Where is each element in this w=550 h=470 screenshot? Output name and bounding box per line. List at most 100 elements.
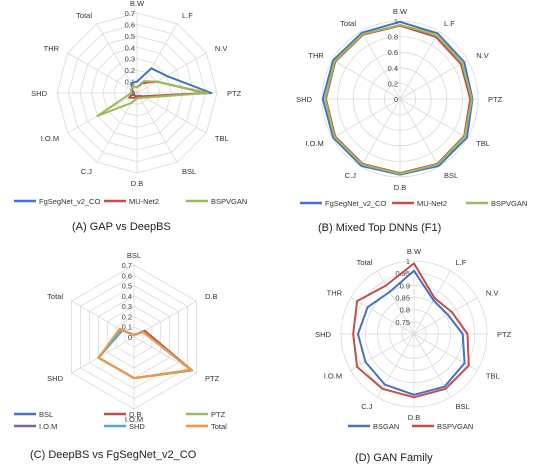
- tick-label: 0.6: [388, 48, 398, 57]
- tick-label: 0.6: [122, 271, 132, 280]
- axis-label: B.W: [407, 247, 422, 256]
- axis-spoke: [399, 59, 468, 100]
- chart-caption: (C) DeepBS vs FgSegNet_v2_CO: [30, 449, 197, 461]
- legend-label: Total: [211, 422, 227, 431]
- legend-label: BSPVGAN: [437, 422, 473, 431]
- axis-label: Total: [47, 292, 63, 301]
- legend-label: BSPVGAN: [491, 199, 527, 208]
- axis-label: SHD: [47, 374, 63, 383]
- axis-label: I.O.M: [125, 415, 143, 424]
- tick-label: 0.95: [395, 269, 410, 278]
- axis-label: L.F: [444, 19, 455, 28]
- legend-label: MU-Net2: [417, 199, 447, 208]
- chart-caption: (D) GAN Family: [355, 452, 433, 464]
- axis-label: BSL: [456, 402, 470, 411]
- axis-label: TBL: [476, 139, 490, 148]
- axis-label: THR: [308, 51, 324, 60]
- chart-caption: (B) Mixed Top DNNs (F1): [318, 222, 441, 234]
- axis-spoke: [350, 297, 415, 335]
- axis-label: B.W: [130, 0, 145, 8]
- axis-spoke: [377, 333, 415, 398]
- tick-label: 0.7: [122, 261, 132, 270]
- axis-label: SHD: [296, 95, 312, 104]
- tick-label: 0: [128, 333, 132, 342]
- axis-label: Total: [340, 19, 356, 28]
- axis-label: B.W: [393, 7, 408, 16]
- axis-label: C.J: [345, 171, 357, 180]
- axis-label: N.V: [476, 51, 489, 60]
- axis-spoke: [413, 333, 478, 371]
- axis-label: BSL: [444, 171, 458, 180]
- tick-label: 0.1: [122, 323, 132, 332]
- axis-spoke: [350, 333, 415, 371]
- legend-label: BSL: [39, 410, 53, 419]
- axis-label: D.B: [131, 179, 144, 188]
- tick-label: 0.4: [388, 64, 398, 73]
- axis-label: Total: [357, 258, 373, 267]
- series-line: [324, 23, 473, 175]
- axis-label: D.B: [408, 413, 421, 422]
- chart-caption: (A) GAP vs DeepBS: [72, 221, 171, 233]
- tick-label: 0.2: [125, 66, 135, 75]
- series-line: [97, 327, 192, 380]
- axis-spoke: [96, 92, 138, 163]
- legend-label: D.B: [129, 410, 142, 419]
- axis-spoke: [413, 270, 451, 335]
- axis-label: TBL: [486, 372, 500, 381]
- legend-label: FgSegNet_v2_CO: [39, 197, 100, 206]
- axis-label: L.F: [456, 258, 467, 267]
- axis-spoke: [67, 52, 138, 94]
- tick-label: 0.6: [125, 20, 135, 29]
- tick-label: 0.3: [125, 55, 135, 64]
- axis-spoke: [360, 98, 401, 167]
- series-line: [96, 80, 209, 117]
- axis-label: PTZ: [205, 374, 220, 383]
- axis-label: SHD: [315, 330, 331, 339]
- axis-label: C.J: [361, 402, 373, 411]
- tick-label: 0.7: [125, 9, 135, 18]
- tick-label: 0.8: [388, 33, 398, 42]
- axis-label: BSL: [182, 167, 196, 176]
- axis-spoke: [332, 98, 401, 139]
- tick-label: 0: [394, 95, 398, 104]
- axis-spoke: [332, 59, 401, 100]
- tick-label: 0.4: [122, 292, 132, 301]
- legend-label: MU-Net2: [129, 197, 159, 206]
- legend-label: BSGAN: [373, 422, 399, 431]
- tick-label: 0.2: [388, 79, 398, 88]
- chart-b: 0 0.2 0.4 0.6 0.8 1B.W L.F N.V PTZ TBL BSL D.B C.J I.…: [296, 7, 527, 234]
- axis-spoke: [413, 333, 451, 398]
- axis-label: THR: [327, 289, 343, 298]
- series-line: [352, 262, 470, 399]
- tick-label: 0.75: [395, 318, 410, 327]
- series-line: [357, 269, 466, 396]
- axis-label: L.F: [182, 11, 193, 20]
- axis-label: TBL: [215, 134, 229, 143]
- tick-label: 0.85: [395, 294, 410, 303]
- legend-label: PTZ: [211, 410, 226, 419]
- axis-label: PTZ: [497, 330, 512, 339]
- axis-label: I.O.M: [305, 139, 323, 148]
- chart-a: 00.10.20.30.40.50.60.7B.WL.FN.VPTZTBLBSL…: [14, 0, 247, 233]
- tick-label: 0.8: [400, 306, 410, 315]
- tick-label: 0.5: [122, 282, 132, 291]
- axis-label: N.V: [486, 289, 499, 298]
- axis-label: D.B: [205, 292, 218, 301]
- axis-label: N.V: [215, 44, 228, 53]
- legend-label: BSPVGAN: [211, 197, 247, 206]
- axis-label: D.B: [394, 183, 407, 192]
- tick-label: 0.3: [122, 302, 132, 311]
- chart-c: 00.10.20.30.40.50.60.7BSLD.BPTZI.O.MSHDT…: [14, 251, 227, 461]
- legend-label: SHD: [129, 422, 145, 431]
- axis-spoke: [96, 23, 138, 94]
- axis-label: PTZ: [488, 95, 503, 104]
- axis-spoke: [413, 297, 478, 335]
- tick-label: 0.9: [400, 281, 410, 290]
- legend-label: I.O.M: [39, 422, 57, 431]
- tick-label: 1: [406, 257, 410, 266]
- axis-spoke: [377, 270, 415, 335]
- axis-spoke: [136, 92, 178, 163]
- chart-d: 0.75 0.8 0.85 0.9 0.95 1B.W L.F N.V PTZ TBL BSL D.B…: [315, 247, 511, 464]
- tick-label: 1: [394, 17, 398, 26]
- axis-label: I.O.M: [324, 372, 342, 381]
